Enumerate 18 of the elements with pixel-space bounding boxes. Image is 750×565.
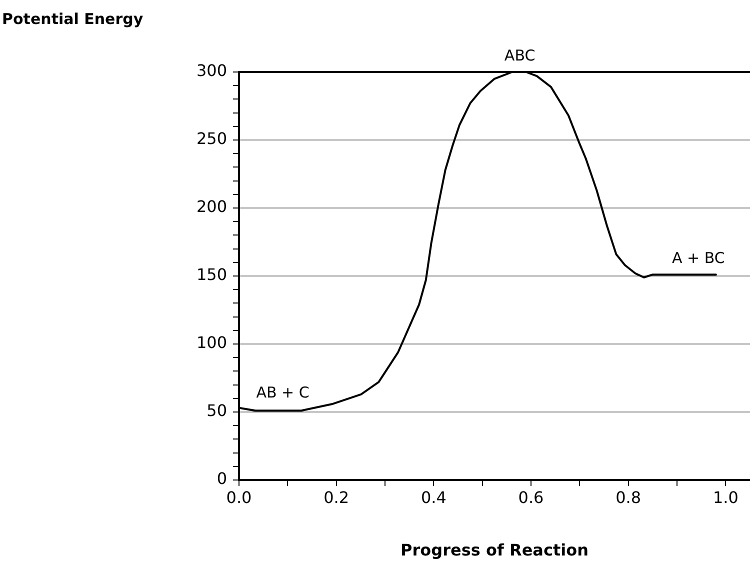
annotation: AB + C	[256, 384, 310, 402]
x-tick-label: 0.6	[518, 488, 544, 507]
x-tick-label: 0.0	[226, 488, 252, 507]
y-tick-label: 100	[196, 333, 227, 352]
x-tick-label: 0.2	[324, 488, 350, 507]
y-tick-label: 250	[196, 129, 227, 148]
y-tick-label: 0	[216, 469, 227, 488]
x-tick-label: 0.4	[420, 488, 446, 507]
x-tick-label: 0.8	[616, 488, 642, 507]
y-tick-label: 300	[196, 61, 227, 80]
y-tick-label: 50	[206, 401, 227, 420]
annotation: ABC	[504, 46, 536, 64]
x-axis-title: Progress of Reaction	[400, 540, 588, 560]
annotation: A + BC	[672, 249, 725, 268]
y-tick-label: 150	[196, 265, 227, 284]
y-axis-title: Potential Energy	[2, 10, 144, 28]
y-tick-label: 200	[196, 197, 227, 216]
x-tick-label: 1.0	[712, 488, 738, 507]
